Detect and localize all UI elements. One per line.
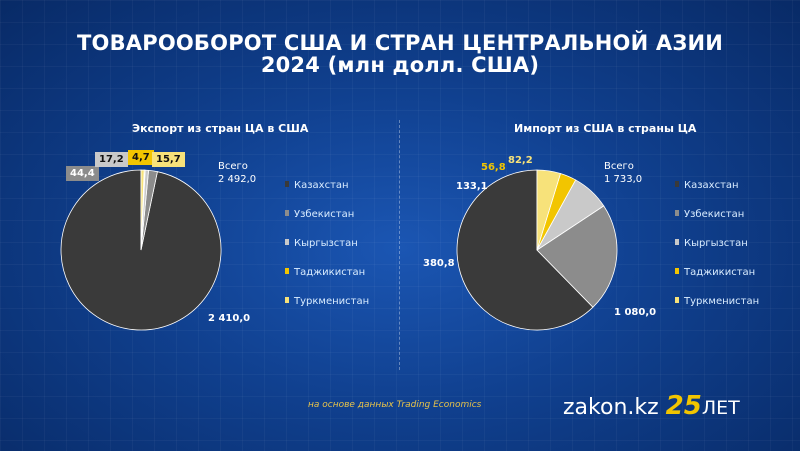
import-total-label: Всего: [604, 161, 634, 172]
export-legend-label-kyrgyzstan: Кыргызстан: [294, 238, 358, 249]
import-slice-turkmenistan: [536, 169, 561, 251]
import-legend-label-uzbekistan: Узбекистан: [684, 209, 745, 220]
export-legend-swatch-tajikistan: [285, 268, 289, 274]
import-legend-label-kazakhstan: Казахстан: [684, 180, 739, 191]
export-legend-swatch-uzbekistan: [285, 210, 289, 216]
import-total: Всего 1 733,0: [604, 160, 642, 186]
import-legend-label-turkmenistan: Туркменистан: [684, 296, 760, 307]
export-label-tajikistan: 4,7: [128, 150, 154, 165]
import-legend-item-tajikistan: Таджикистан: [675, 267, 755, 278]
export-legend-swatch-kazakhstan: [285, 181, 289, 187]
export-legend-swatch-kyrgyzstan: [285, 239, 289, 245]
export-total: Всего 2 492,0: [218, 160, 256, 186]
export-total-label: Всего: [218, 161, 248, 172]
export-label-turkmenistan: 15,7: [152, 152, 185, 167]
import-label-turkmenistan: 82,2: [508, 155, 533, 166]
export-legend-label-tajikistan: Таджикистан: [294, 267, 366, 278]
source-note: на основе данных Trading Economics: [308, 400, 482, 410]
import-slice-uzbekistan: [536, 205, 618, 308]
brand-number: 25: [665, 391, 702, 421]
export-legend-item-uzbekistan: Узбекистан: [285, 209, 354, 220]
export-slice-turkmenistan: [140, 169, 145, 251]
import-label-kazakhstan: 1 080,0: [614, 307, 657, 318]
import-chart-title: Импорт из США в страны ЦА: [514, 122, 697, 135]
import-legend-swatch-tajikistan: [675, 268, 679, 274]
brand-suffix: ЛЕТ: [701, 397, 740, 419]
export-legend-label-uzbekistan: Узбекистан: [294, 209, 355, 220]
brand-name: zakon.kz: [563, 395, 659, 420]
import-legend-item-uzbekistan: Узбекистан: [675, 209, 744, 220]
page-title: ТОВАРООБОРОТ США И СТРАН ЦЕНТРАЛЬНОЙ АЗИ…: [77, 31, 723, 55]
page-subtitle: 2024 (млн долл. США): [260, 53, 540, 77]
import-label-tajikistan: 56,8: [481, 162, 506, 173]
export-label-kyrgyzstan: 17,2: [95, 152, 128, 167]
brand-logo: zakon.kz 25ЛЕТ: [563, 391, 740, 421]
import-legend-item-kazakhstan: Казахстан: [675, 180, 739, 191]
import-legend-swatch-turkmenistan: [675, 297, 679, 303]
import-legend-swatch-uzbekistan: [675, 210, 679, 216]
import-legend-item-kyrgyzstan: Кыргызстан: [675, 238, 748, 249]
export-chart-title: Экспорт из стран ЦА в США: [132, 122, 309, 135]
import-legend-item-turkmenistan: Туркменистан: [675, 296, 759, 307]
panel-divider: [399, 120, 400, 370]
import-total-value: 1 733,0: [604, 174, 643, 185]
export-label-uzbekistan: 44,4: [66, 166, 99, 181]
export-legend-label-kazakhstan: Казахстан: [294, 180, 349, 191]
export-legend-label-turkmenistan: Туркменистан: [294, 296, 370, 307]
export-pie: [60, 169, 222, 331]
import-legend-swatch-kyrgyzstan: [675, 239, 679, 245]
export-total-value: 2 492,0: [218, 174, 257, 185]
export-legend-swatch-turkmenistan: [285, 297, 289, 303]
export-label-kazakhstan: 2 410,0: [208, 313, 251, 324]
import-pie: [456, 169, 618, 331]
import-legend-swatch-kazakhstan: [675, 181, 679, 187]
export-legend-item-kazakhstan: Казахстан: [285, 180, 349, 191]
export-legend-item-tajikistan: Таджикистан: [285, 267, 365, 278]
export-legend-item-kyrgyzstan: Кыргызстан: [285, 238, 358, 249]
import-label-kyrgyzstan: 133,1: [456, 181, 488, 192]
import-legend-label-tajikistan: Таджикистан: [684, 267, 756, 278]
export-legend-item-turkmenistan: Туркменистан: [285, 296, 369, 307]
import-legend-label-kyrgyzstan: Кыргызстан: [684, 238, 748, 249]
import-label-uzbekistan: 380,8: [423, 258, 455, 269]
import-slice-kazakhstan: [456, 169, 594, 331]
